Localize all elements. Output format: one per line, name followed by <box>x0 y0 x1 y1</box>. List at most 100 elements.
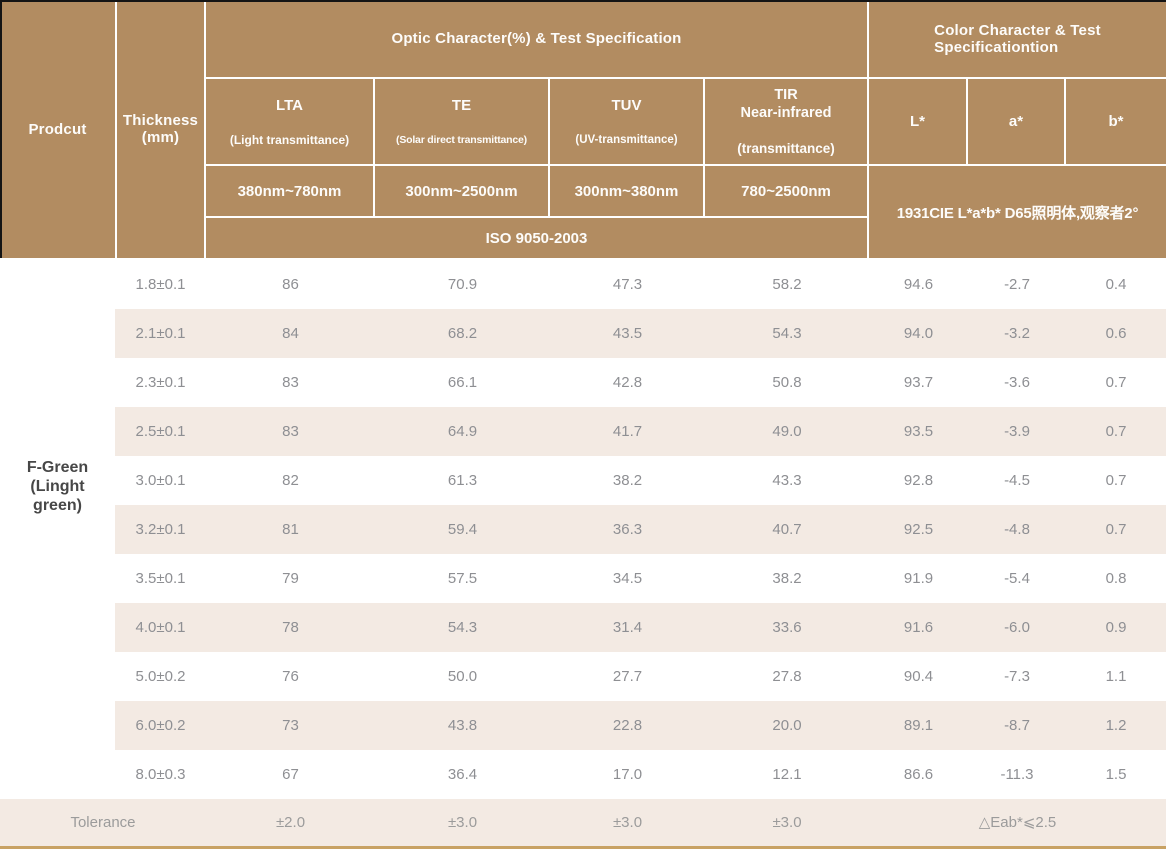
cell-a-star: -3.6 <box>1004 374 1030 391</box>
cell-lta: 78 <box>282 619 299 636</box>
lta-abbr: LTA <box>276 96 303 114</box>
table-row: 3.2±0.1 81 59.4 36.3 40.7 92.5 -4.8 0.7 <box>0 505 1166 554</box>
cell-a-star: -8.7 <box>1004 717 1030 734</box>
cell-te: 57.5 <box>447 570 478 587</box>
tolerance-lta: ±2.0 <box>275 814 306 831</box>
cell-tir: 58.2 <box>772 276 802 293</box>
cell-tir: 49.0 <box>772 423 802 440</box>
cell-te: 70.9 <box>447 276 478 293</box>
tolerance-te: ±3.0 <box>447 814 478 831</box>
cell-thickness: 2.3±0.1 <box>135 374 186 391</box>
cell-a-star: -7.3 <box>1004 668 1030 685</box>
section-header-optic: Optic Character(%) & Test Specification <box>206 0 867 77</box>
optic-test-standard: ISO 9050-2003 <box>206 218 867 258</box>
cell-lta: 84 <box>282 325 299 342</box>
table-row: 5.0±0.2 76 50.0 27.7 27.8 90.4 -7.3 1.1 <box>0 652 1166 701</box>
cell-tuv: 43.5 <box>612 325 643 342</box>
cell-tuv: 27.7 <box>612 668 643 685</box>
cell-tir: 54.3 <box>772 325 802 342</box>
section-header-color: Color Character & Test Specificationtion <box>869 0 1166 77</box>
column-header-thickness: Thickness (mm) <box>117 0 204 258</box>
cell-tuv: 31.4 <box>612 619 643 636</box>
cell-b-star: 0.6 <box>1105 325 1127 342</box>
cell-a-star: -2.7 <box>1004 276 1030 293</box>
table-row: 3.5±0.1 79 57.5 34.5 38.2 91.9 -5.4 0.8 <box>0 554 1166 603</box>
table-row: 6.0±0.2 73 43.8 22.8 20.0 89.1 -8.7 1.2 <box>0 701 1166 750</box>
product-name: F-Green (Linght green) <box>26 459 89 514</box>
tolerance-tir: ±3.0 <box>772 814 802 831</box>
column-header-tir: TIR Near-infrared (transmittance) <box>705 79 867 164</box>
cell-l-star: 94.0 <box>903 325 934 342</box>
tir-desc: (transmittance) <box>737 141 835 156</box>
cell-l-star: 89.1 <box>903 717 934 734</box>
cell-a-star: -6.0 <box>1004 619 1030 636</box>
cell-tir: 40.7 <box>772 521 802 538</box>
range-tir: 780~2500nm <box>705 166 867 216</box>
column-header-l-star: L* <box>869 79 966 164</box>
table-row: 3.0±0.1 82 61.3 38.2 43.3 92.8 -4.5 0.7 <box>0 456 1166 505</box>
cell-thickness: 2.1±0.1 <box>135 325 186 342</box>
cell-a-star: -4.8 <box>1004 521 1030 538</box>
cell-l-star: 92.5 <box>903 521 934 538</box>
cell-b-star: 0.7 <box>1105 521 1127 538</box>
cell-b-star: 1.5 <box>1105 766 1127 783</box>
cell-thickness: 5.0±0.2 <box>135 668 186 685</box>
cell-tir: 50.8 <box>772 374 802 391</box>
tolerance-tuv: ±3.0 <box>612 814 643 831</box>
tolerance-color-delta: △Eab*⩽2.5 <box>978 814 1057 831</box>
cell-tuv: 17.0 <box>612 766 643 783</box>
cell-l-star: 86.6 <box>903 766 934 783</box>
cell-thickness: 8.0±0.3 <box>135 766 186 783</box>
table-row: 4.0±0.1 78 54.3 31.4 33.6 91.6 -6.0 0.9 <box>0 603 1166 652</box>
range-te: 300nm~2500nm <box>375 166 548 216</box>
cell-thickness: 1.8±0.1 <box>135 276 186 293</box>
cell-lta: 67 <box>282 766 299 783</box>
table-row: 2.5±0.1 83 64.9 41.7 49.0 93.5 -3.9 0.7 <box>0 407 1166 456</box>
table-row: 2.3±0.1 83 66.1 42.8 50.8 93.7 -3.6 0.7 <box>0 358 1166 407</box>
cell-b-star: 0.9 <box>1105 619 1127 636</box>
cell-thickness: 3.2±0.1 <box>135 521 186 538</box>
cell-lta: 83 <box>282 423 299 440</box>
tuv-abbr: TUV <box>611 96 642 114</box>
cell-lta: 79 <box>282 570 299 587</box>
table-row: 1.8±0.1 86 70.9 47.3 58.2 94.6 -2.7 0.4 <box>0 260 1166 309</box>
cell-tuv: 42.8 <box>612 374 643 391</box>
cell-te: 66.1 <box>447 374 478 391</box>
cell-te: 54.3 <box>447 619 478 636</box>
color-test-standard: 1931CIE L*a*b* D65照明体,观察者2° <box>869 166 1166 258</box>
cell-tir: 43.3 <box>772 472 802 489</box>
cell-tuv: 36.3 <box>612 521 643 538</box>
column-header-tuv: TUV (UV-transmittance) <box>550 79 703 164</box>
cell-a-star: -4.5 <box>1004 472 1030 489</box>
cell-te: 64.9 <box>447 423 478 440</box>
cell-b-star: 1.2 <box>1105 717 1127 734</box>
column-header-te: TE (Solar direct transmittance) <box>375 79 548 164</box>
column-header-lta: LTA (Light transmittance) <box>206 79 373 164</box>
cell-tuv: 47.3 <box>612 276 643 293</box>
cell-thickness: 3.5±0.1 <box>135 570 186 587</box>
cell-thickness: 3.0±0.1 <box>135 472 186 489</box>
cell-l-star: 93.5 <box>903 423 934 440</box>
cell-b-star: 0.4 <box>1105 276 1127 293</box>
te-abbr: TE <box>451 97 472 114</box>
cell-te: 36.4 <box>447 766 478 783</box>
page-left-edge <box>0 0 2 258</box>
column-header-b-star: b* <box>1066 79 1166 164</box>
cell-lta: 73 <box>282 717 299 734</box>
cell-b-star: 0.7 <box>1105 374 1127 391</box>
column-header-a-star: a* <box>968 79 1064 164</box>
cell-l-star: 93.7 <box>903 374 934 391</box>
tolerance-label: Tolerance <box>70 814 136 831</box>
bottom-accent-line <box>0 846 1166 849</box>
cell-a-star: -11.3 <box>1000 766 1034 783</box>
cell-lta: 76 <box>282 668 299 685</box>
cell-tir: 20.0 <box>772 717 802 734</box>
cell-te: 68.2 <box>447 325 478 342</box>
cell-l-star: 91.9 <box>903 570 934 587</box>
cell-b-star: 1.1 <box>1105 668 1127 685</box>
cell-lta: 83 <box>282 374 299 391</box>
cell-thickness: 4.0±0.1 <box>135 619 186 636</box>
cell-tir: 33.6 <box>772 619 802 636</box>
cell-a-star: -3.9 <box>1004 423 1030 440</box>
